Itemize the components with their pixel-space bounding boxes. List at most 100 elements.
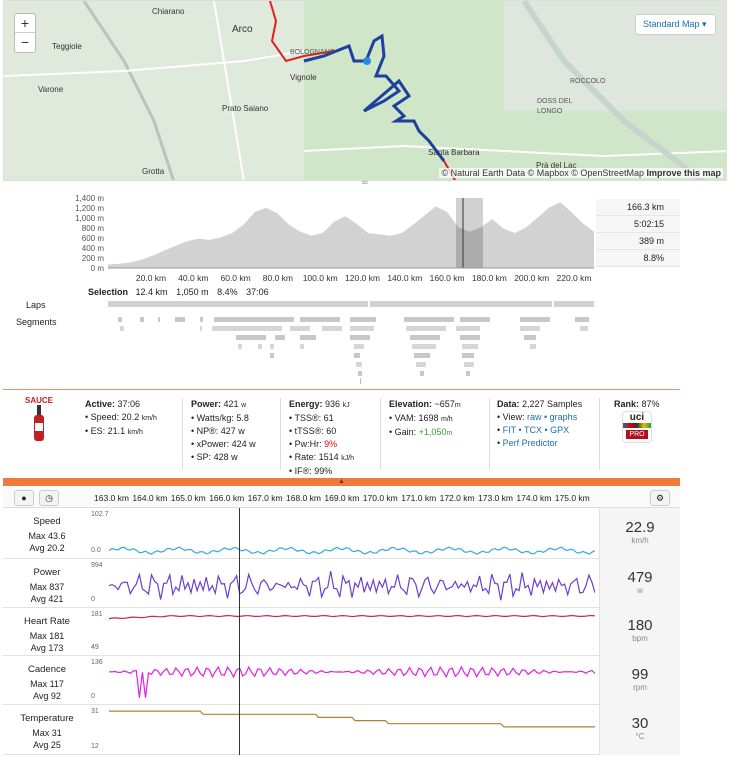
segment-bar[interactable] [575, 317, 589, 322]
segment-bar[interactable] [358, 371, 362, 376]
chart-cursor-line[interactable] [239, 508, 240, 755]
current-unit: bpm [632, 634, 648, 643]
segment-bar[interactable] [360, 378, 361, 384]
selection-summary: Selection 12.4 km 1,050 m 8.4% 37:06 [88, 287, 275, 297]
segment-bar[interactable] [212, 326, 282, 331]
sauce-logo[interactable]: SAUCE [17, 396, 61, 448]
segment-bar[interactable] [300, 317, 340, 322]
current-unit: °C [635, 732, 645, 741]
segment-bar[interactable] [275, 335, 285, 340]
lap-bar[interactable] [108, 301, 368, 307]
segment-bar[interactable] [270, 353, 274, 358]
data-panel-heart-rate[interactable]: Heart Rate Max 181 Avg 173 181 49 180 bpm [3, 608, 680, 656]
data-panel-cadence[interactable]: Cadence Max 117 Avg 92 136 0 99 rpm [3, 656, 680, 705]
segment-bar[interactable] [356, 362, 362, 367]
segment-bar[interactable] [200, 326, 202, 331]
data-panel-speed[interactable]: Speed Max 43.6 Avg 20.2 102.7 0.0 22.9 km/h [3, 508, 680, 559]
panel-chart[interactable] [109, 656, 595, 705]
zoom-out-button[interactable]: − [20, 34, 30, 50]
view-graphs-link[interactable]: graphs [549, 412, 578, 422]
segment-bar[interactable] [460, 335, 480, 340]
segment-bar[interactable] [460, 317, 490, 322]
segment-bar[interactable] [300, 335, 316, 340]
distance-tick: 164.0 km [132, 493, 168, 503]
segment-bar[interactable] [120, 326, 124, 331]
segment-bar[interactable] [414, 353, 430, 358]
segment-bar[interactable] [456, 326, 480, 331]
perf-predictor-link[interactable]: Perf Predictor [502, 438, 558, 448]
map-place-label: DOSS DEL LONGO [537, 98, 573, 115]
expand-toggle-icon[interactable]: ▲ [3, 478, 680, 486]
selection-gain: 1,050 m [176, 287, 209, 297]
panel-chart[interactable] [109, 608, 595, 656]
segment-bar[interactable] [258, 344, 262, 349]
segment-bar[interactable] [520, 326, 540, 331]
segment-bar[interactable] [322, 326, 342, 331]
segment-bar[interactable] [300, 344, 304, 349]
resize-grip-icon[interactable]: ═ [362, 178, 368, 187]
segment-bar[interactable] [354, 353, 360, 358]
data-panel-temperature[interactable]: Temperature Max 31 Avg 25 31 12 30 °C [3, 705, 680, 755]
gear-icon[interactable]: ⚙ [650, 490, 670, 506]
panel-chart[interactable] [109, 559, 595, 608]
segment-bar[interactable] [464, 362, 474, 367]
elevation-x-tick: 80.0 km [263, 273, 293, 283]
segment-bar[interactable] [214, 317, 294, 322]
segment-bar[interactable] [412, 344, 436, 349]
segment-bar[interactable] [530, 344, 536, 349]
segment-bar[interactable] [520, 317, 550, 322]
lap-bar[interactable] [370, 301, 552, 307]
sp: • SP: 428 w [191, 452, 238, 462]
power-unit: w [241, 402, 247, 409]
gain-label: • Gain: [389, 427, 419, 437]
lap-bar[interactable] [554, 301, 594, 307]
panel-y-max: 102.7 [91, 511, 109, 518]
segment-bar[interactable] [406, 326, 446, 331]
segment-bar[interactable] [140, 317, 144, 322]
zoom-in-button[interactable]: + [15, 14, 35, 33]
panel-chart[interactable] [109, 705, 595, 755]
segment-bar[interactable] [524, 335, 536, 340]
segment-bar[interactable] [270, 344, 274, 349]
segment-bar[interactable] [158, 317, 160, 322]
map-type-selector[interactable]: Standard Map ▾ [635, 14, 716, 35]
export-gpx-link[interactable]: GPX [550, 425, 570, 435]
segment-bar[interactable] [466, 371, 470, 376]
selection-stat-grade: 8.8% [596, 250, 680, 267]
map-view[interactable]: + − Standard Map ▾ Chiarano Arco Teggiol… [3, 0, 727, 181]
clock-icon[interactable]: ◷ [39, 490, 59, 506]
data-panel-power[interactable]: Power Max 837 Avg 421 994 0 479 w [3, 559, 680, 608]
segment-bar[interactable] [416, 362, 426, 367]
segment-bar[interactable] [404, 317, 454, 322]
selection-highlight[interactable] [456, 198, 483, 268]
segment-bar[interactable] [350, 317, 376, 322]
laps-segments-chart[interactable] [0, 296, 596, 386]
segment-bar[interactable] [420, 371, 424, 376]
uci-badge-icon[interactable]: uci PRO [622, 411, 652, 443]
segment-bar[interactable] [236, 335, 266, 340]
export-fit-link[interactable]: FIT [502, 425, 516, 435]
segment-bar[interactable] [238, 344, 242, 349]
segment-bar[interactable] [580, 326, 588, 331]
laps-label: Laps [26, 300, 46, 310]
improve-map-link[interactable]: Improve this map [646, 168, 721, 178]
segment-bar[interactable] [200, 317, 203, 322]
segment-bar[interactable] [118, 317, 122, 322]
view-raw-link[interactable]: raw [527, 412, 542, 422]
segment-bar[interactable] [350, 335, 370, 340]
segment-bar[interactable] [462, 353, 474, 358]
segment-bar[interactable] [462, 344, 478, 349]
energy-unit: kJ [342, 402, 350, 409]
segment-bar[interactable] [350, 326, 374, 331]
map-pin-icon[interactable]: ● [14, 490, 34, 506]
panel-y-min: 0 [91, 693, 95, 700]
panel-title: Cadence [27, 664, 67, 675]
panel-chart[interactable] [109, 508, 595, 559]
segment-bar[interactable] [354, 344, 364, 349]
export-tcx-link[interactable]: TCX [524, 425, 542, 435]
distance-tick: 170.0 km [362, 493, 398, 503]
segment-bar[interactable] [410, 335, 440, 340]
segment-bar[interactable] [290, 326, 310, 331]
segment-bar[interactable] [175, 317, 185, 322]
